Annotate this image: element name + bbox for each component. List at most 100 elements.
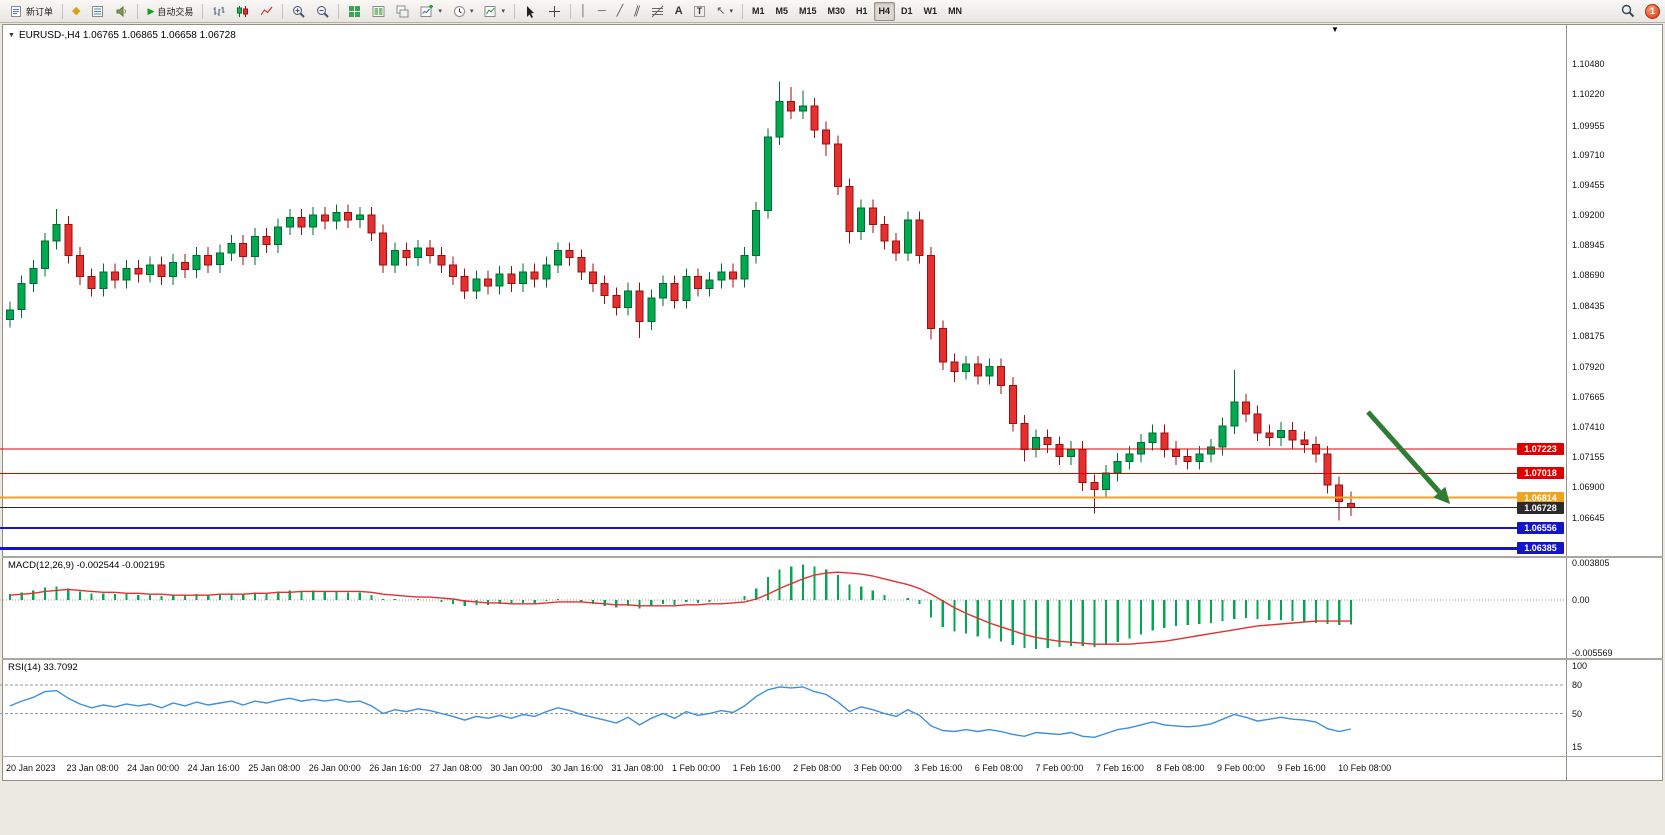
panel-divider-macd[interactable] — [2, 556, 1663, 558]
text-tool-button[interactable]: A — [670, 2, 688, 21]
time-axis-label[interactable]: 3 Feb 16:00 — [914, 763, 963, 773]
chart-title: ▼ EURUSD-,H4 1.06765 1.06865 1.06658 1.0… — [8, 30, 236, 41]
chart-title-text: EURUSD-,H4 1.06765 1.06865 1.06658 1.067… — [18, 30, 236, 41]
price-level-tag[interactable]: 1.06814 — [1517, 491, 1564, 504]
toolbar-separator — [569, 3, 571, 19]
candlestick-mode-button[interactable] — [231, 2, 254, 21]
time-axis-label[interactable]: 30 Jan 00:00 — [490, 763, 543, 773]
cursor-tool-button[interactable] — [519, 2, 542, 21]
time-axis-label[interactable]: 24 Jan 00:00 — [127, 763, 180, 773]
new-order-icon — [10, 5, 23, 18]
arrows-menu-icon: ↖ — [716, 4, 726, 17]
price-axis-label: 1.07155 — [1572, 452, 1605, 463]
notification-badge[interactable]: 1 — [1645, 3, 1660, 19]
timeframe-button-h1[interactable]: H1 — [851, 2, 873, 21]
time-axis-label[interactable]: 26 Jan 00:00 — [308, 763, 361, 773]
chart-shift-marker-icon[interactable]: ▼ — [1331, 25, 1339, 34]
auto-trading-label: 自动交易 — [157, 6, 194, 17]
line-chart-mode-button[interactable] — [255, 2, 278, 21]
search-button[interactable] — [1616, 2, 1640, 21]
mql5-button[interactable]: ◆ — [67, 2, 85, 21]
fibonacci-icon — [651, 5, 664, 18]
channel-tool-button[interactable]: ∥ — [629, 2, 645, 21]
text-label-tool-button[interactable]: T — [689, 2, 711, 21]
auto-trading-button[interactable]: ▶ 自动交易 — [142, 2, 198, 21]
horizontal-line-tool-button[interactable]: ─ — [593, 2, 611, 21]
price-axis-label: 1.07410 — [1572, 421, 1605, 432]
time-axis-label[interactable]: 1 Feb 00:00 — [672, 763, 721, 773]
chart-window — [2, 24, 1663, 781]
timeframe-button-m15[interactable]: M15 — [794, 2, 822, 21]
toolbar-separator — [202, 3, 204, 19]
timeframe-button-m1[interactable]: M1 — [747, 2, 770, 21]
timeframe-button-w1[interactable]: W1 — [919, 2, 943, 21]
price-level-tag[interactable]: 1.06385 — [1517, 542, 1564, 555]
price-level-tag[interactable]: 1.07223 — [1517, 443, 1564, 456]
new-order-button[interactable]: 新订单 — [5, 2, 58, 21]
sounds-button[interactable] — [110, 2, 133, 21]
time-axis-label[interactable]: 25 Jan 08:00 — [248, 763, 301, 773]
time-axis-label[interactable]: 20 Jan 2023 — [6, 763, 56, 773]
time-axis-label[interactable]: 7 Feb 16:00 — [1095, 763, 1144, 773]
text-tool-icon: A — [674, 4, 683, 17]
new-chart-dropdown-button[interactable]: ▾ — [415, 2, 447, 21]
periods-dropdown-button[interactable]: ▾ — [448, 2, 479, 21]
tile-windows-button[interactable] — [343, 2, 366, 21]
time-axis-label[interactable]: 2 Feb 08:00 — [793, 763, 842, 773]
timeframe-group: M1 M5 M15 M30 H1 H4 D1 W1 MN — [747, 1, 967, 21]
cascade-windows-button[interactable] — [391, 2, 414, 21]
speaker-icon — [115, 5, 128, 18]
time-axis-label[interactable]: 23 Jan 08:00 — [66, 763, 119, 773]
price-axis-label: 1.07665 — [1572, 391, 1605, 402]
time-axis-label[interactable]: 27 Jan 08:00 — [429, 763, 482, 773]
zoom-out-button[interactable] — [311, 2, 334, 21]
zoom-in-button[interactable] — [287, 2, 310, 21]
market-depth-button[interactable] — [86, 2, 109, 21]
macd-axis-label: -0.005569 — [1572, 648, 1613, 659]
time-axis-label[interactable]: 8 Feb 08:00 — [1156, 763, 1205, 773]
time-axis-label[interactable]: 7 Feb 00:00 — [1035, 763, 1084, 773]
search-icon — [1621, 4, 1635, 18]
channel-icon: ∥ — [632, 4, 642, 17]
price-axis-label: 1.06900 — [1572, 482, 1605, 493]
templates-dropdown-button[interactable]: ▾ — [479, 2, 510, 21]
chart-menu-caret-icon[interactable]: ▼ — [8, 32, 15, 39]
price-level-tag[interactable]: 1.06556 — [1517, 522, 1564, 535]
time-axis-label[interactable]: 10 Feb 08:00 — [1338, 763, 1392, 773]
time-axis-label[interactable]: 6 Feb 08:00 — [974, 763, 1023, 773]
timeframe-button-m5[interactable]: M5 — [770, 2, 793, 21]
bar-chart-mode-button[interactable] — [207, 2, 230, 21]
time-axis-label[interactable]: 30 Jan 16:00 — [550, 763, 603, 773]
ohlc-bars-icon — [212, 5, 225, 18]
time-axis-label[interactable]: 26 Jan 16:00 — [369, 763, 422, 773]
trendline-tool-button[interactable]: ╱ — [612, 2, 629, 21]
price-axis-label: 1.07920 — [1572, 361, 1605, 372]
panel-divider-rsi[interactable] — [2, 658, 1663, 660]
tile-vertical-button[interactable] — [367, 2, 390, 21]
mql5-icon: ◆ — [72, 4, 81, 17]
new-order-label: 新订单 — [26, 6, 54, 17]
vertical-line-tool-button[interactable]: │ — [575, 2, 592, 21]
time-axis-label[interactable]: 3 Feb 00:00 — [853, 763, 902, 773]
time-axis-label[interactable]: 9 Feb 00:00 — [1217, 763, 1266, 773]
crosshair-tool-button[interactable] — [543, 2, 566, 21]
time-axis-label[interactable]: 31 Jan 08:00 — [611, 763, 664, 773]
timeframe-button-m30[interactable]: M30 — [823, 2, 851, 21]
tile-grid-icon — [348, 5, 361, 18]
fibonacci-tool-button[interactable] — [646, 2, 669, 21]
current-price-tag[interactable]: 1.06728 — [1517, 501, 1564, 514]
price-axis-label: 1.10220 — [1572, 89, 1605, 100]
price-level-tag[interactable]: 1.07018 — [1517, 467, 1564, 480]
time-axis-label[interactable]: 1 Feb 16:00 — [732, 763, 781, 773]
toolbar-separator — [338, 3, 340, 19]
arrows-dropdown-button[interactable]: ↖ ▾ — [711, 2, 738, 21]
time-axis-label[interactable]: 24 Jan 16:00 — [187, 763, 240, 773]
time-axis-label[interactable]: 9 Feb 16:00 — [1277, 763, 1326, 773]
rsi-axis-label: 50 — [1572, 708, 1583, 719]
zoom-out-icon — [316, 5, 330, 18]
timeframe-button-mn[interactable]: MN — [943, 2, 967, 21]
timeframe-button-h4[interactable]: H4 — [873, 1, 896, 21]
timeframe-button-d1[interactable]: D1 — [896, 2, 918, 21]
price-axis-label: 1.09955 — [1572, 120, 1605, 131]
